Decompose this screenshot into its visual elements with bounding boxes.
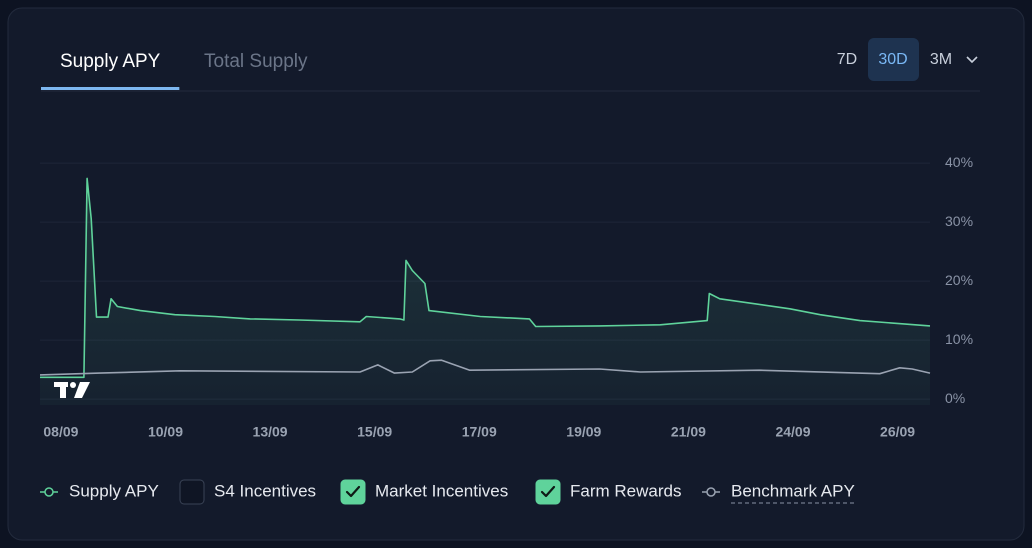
checkmark bbox=[345, 485, 361, 498]
range-button[interactable]: 30D bbox=[878, 51, 907, 68]
tab-underline bbox=[41, 87, 180, 90]
legend-dot bbox=[44, 487, 54, 497]
series-area bbox=[40, 178, 930, 405]
y-tick-label: 40% bbox=[945, 154, 973, 170]
checkmark bbox=[540, 485, 556, 498]
toggle-label[interactable]: S4 Incentives bbox=[214, 481, 316, 500]
x-tick-label: 13/09 bbox=[253, 424, 288, 440]
x-tick-label: 26/09 bbox=[880, 424, 915, 440]
toggle-label[interactable]: Market Incentives bbox=[375, 481, 508, 500]
x-tick-label: 08/09 bbox=[43, 424, 78, 440]
range-button[interactable]: 3M bbox=[930, 51, 952, 68]
checkbox[interactable] bbox=[535, 479, 561, 505]
x-tick-label: 21/09 bbox=[671, 424, 706, 440]
x-tick-label: 17/09 bbox=[462, 424, 497, 440]
legend-dot bbox=[706, 487, 716, 497]
series-line bbox=[40, 177, 931, 379]
y-tick-label: 20% bbox=[945, 272, 973, 288]
legend-label[interactable]: Supply APY bbox=[69, 481, 159, 500]
range-button-bg[interactable] bbox=[868, 38, 919, 81]
tab[interactable]: Total Supply bbox=[204, 51, 308, 72]
x-tick-label: 24/09 bbox=[775, 424, 810, 440]
x-tick-label: 15/09 bbox=[357, 424, 392, 440]
x-tick-label: 10/09 bbox=[148, 424, 183, 440]
panel bbox=[7, 7, 1025, 541]
checkbox[interactable] bbox=[179, 479, 205, 505]
y-tick-label: 30% bbox=[945, 213, 973, 229]
tab[interactable]: Supply APY bbox=[60, 51, 161, 72]
x-tick-label: 19/09 bbox=[566, 424, 601, 440]
toggle-label[interactable]: Farm Rewards bbox=[570, 481, 681, 500]
y-tick-label: 0% bbox=[945, 390, 965, 406]
range-chevron[interactable] bbox=[966, 56, 978, 64]
range-button[interactable]: 7D bbox=[837, 51, 857, 68]
tradingview-logo bbox=[54, 382, 90, 398]
legend-label[interactable]: Benchmark APY bbox=[731, 481, 855, 500]
y-tick-label: 10% bbox=[945, 331, 973, 347]
series-line bbox=[39, 359, 931, 376]
checkbox[interactable] bbox=[340, 479, 366, 505]
